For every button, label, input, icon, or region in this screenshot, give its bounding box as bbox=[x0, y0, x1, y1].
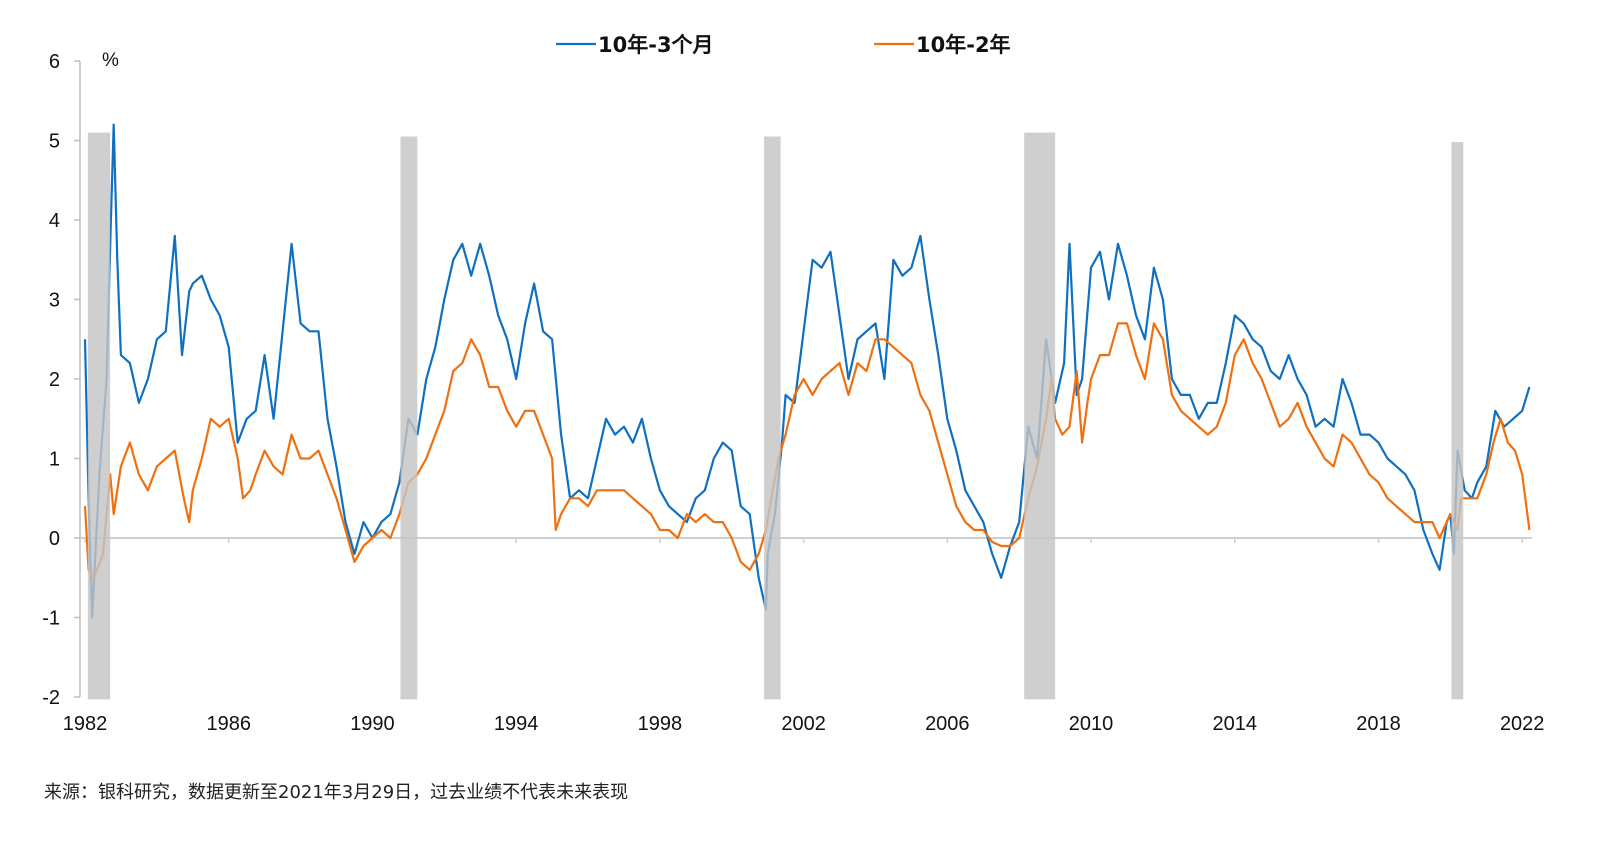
y-tick-label: 3 bbox=[49, 290, 60, 312]
recession-band bbox=[87, 132, 111, 700]
series-lines bbox=[83, 123, 1531, 619]
y-tick-label: 6 bbox=[49, 51, 60, 73]
y-tick-label: 0 bbox=[49, 528, 60, 550]
series-line-10y-2y bbox=[83, 322, 1531, 579]
recession-band bbox=[400, 136, 418, 700]
x-tick-label: 1994 bbox=[494, 713, 539, 735]
legend-label: 10年-2年 bbox=[916, 33, 1011, 57]
recession-band bbox=[764, 136, 781, 700]
x-tick-label: 2018 bbox=[1356, 713, 1401, 735]
y-tick-label: 4 bbox=[49, 210, 60, 232]
x-tick-label: 1986 bbox=[206, 713, 251, 735]
unit-label: % bbox=[102, 50, 119, 71]
x-tick-label: 2010 bbox=[1069, 713, 1114, 735]
recession-bands bbox=[87, 132, 1464, 700]
x-tick-label: 1990 bbox=[350, 713, 395, 735]
x-tick-label: 2006 bbox=[925, 713, 970, 735]
recession-band bbox=[1024, 132, 1056, 700]
x-tick-label: 2002 bbox=[781, 713, 826, 735]
series-line-10y-3m bbox=[83, 123, 1531, 619]
source-note: 来源：银科研究，数据更新至2021年3月29日，过去业绩不代表未来表现 bbox=[44, 782, 629, 803]
x-tick-label: 2014 bbox=[1213, 713, 1258, 735]
x-tick-label: 1998 bbox=[638, 713, 683, 735]
legend-label: 10年-3个月 bbox=[598, 33, 714, 57]
axis-labels: -2 -1 0 1 2 3 4 5 6 1982 1986 1990 1994 1998 2002 2006 2… bbox=[42, 50, 1544, 735]
x-tick-label: 2022 bbox=[1500, 713, 1545, 735]
y-tick-label: -1 bbox=[42, 608, 60, 630]
legend: 10年-3个月 10年-2年 bbox=[556, 33, 1011, 57]
y-tick-label: 1 bbox=[49, 449, 60, 471]
y-tick-label: 5 bbox=[49, 131, 60, 153]
y-tick-label: 2 bbox=[49, 369, 60, 391]
y-tick-label: -2 bbox=[42, 687, 60, 709]
x-tick-label: 1982 bbox=[63, 713, 108, 735]
recession-band bbox=[1451, 142, 1464, 700]
axes bbox=[74, 60, 1532, 698]
